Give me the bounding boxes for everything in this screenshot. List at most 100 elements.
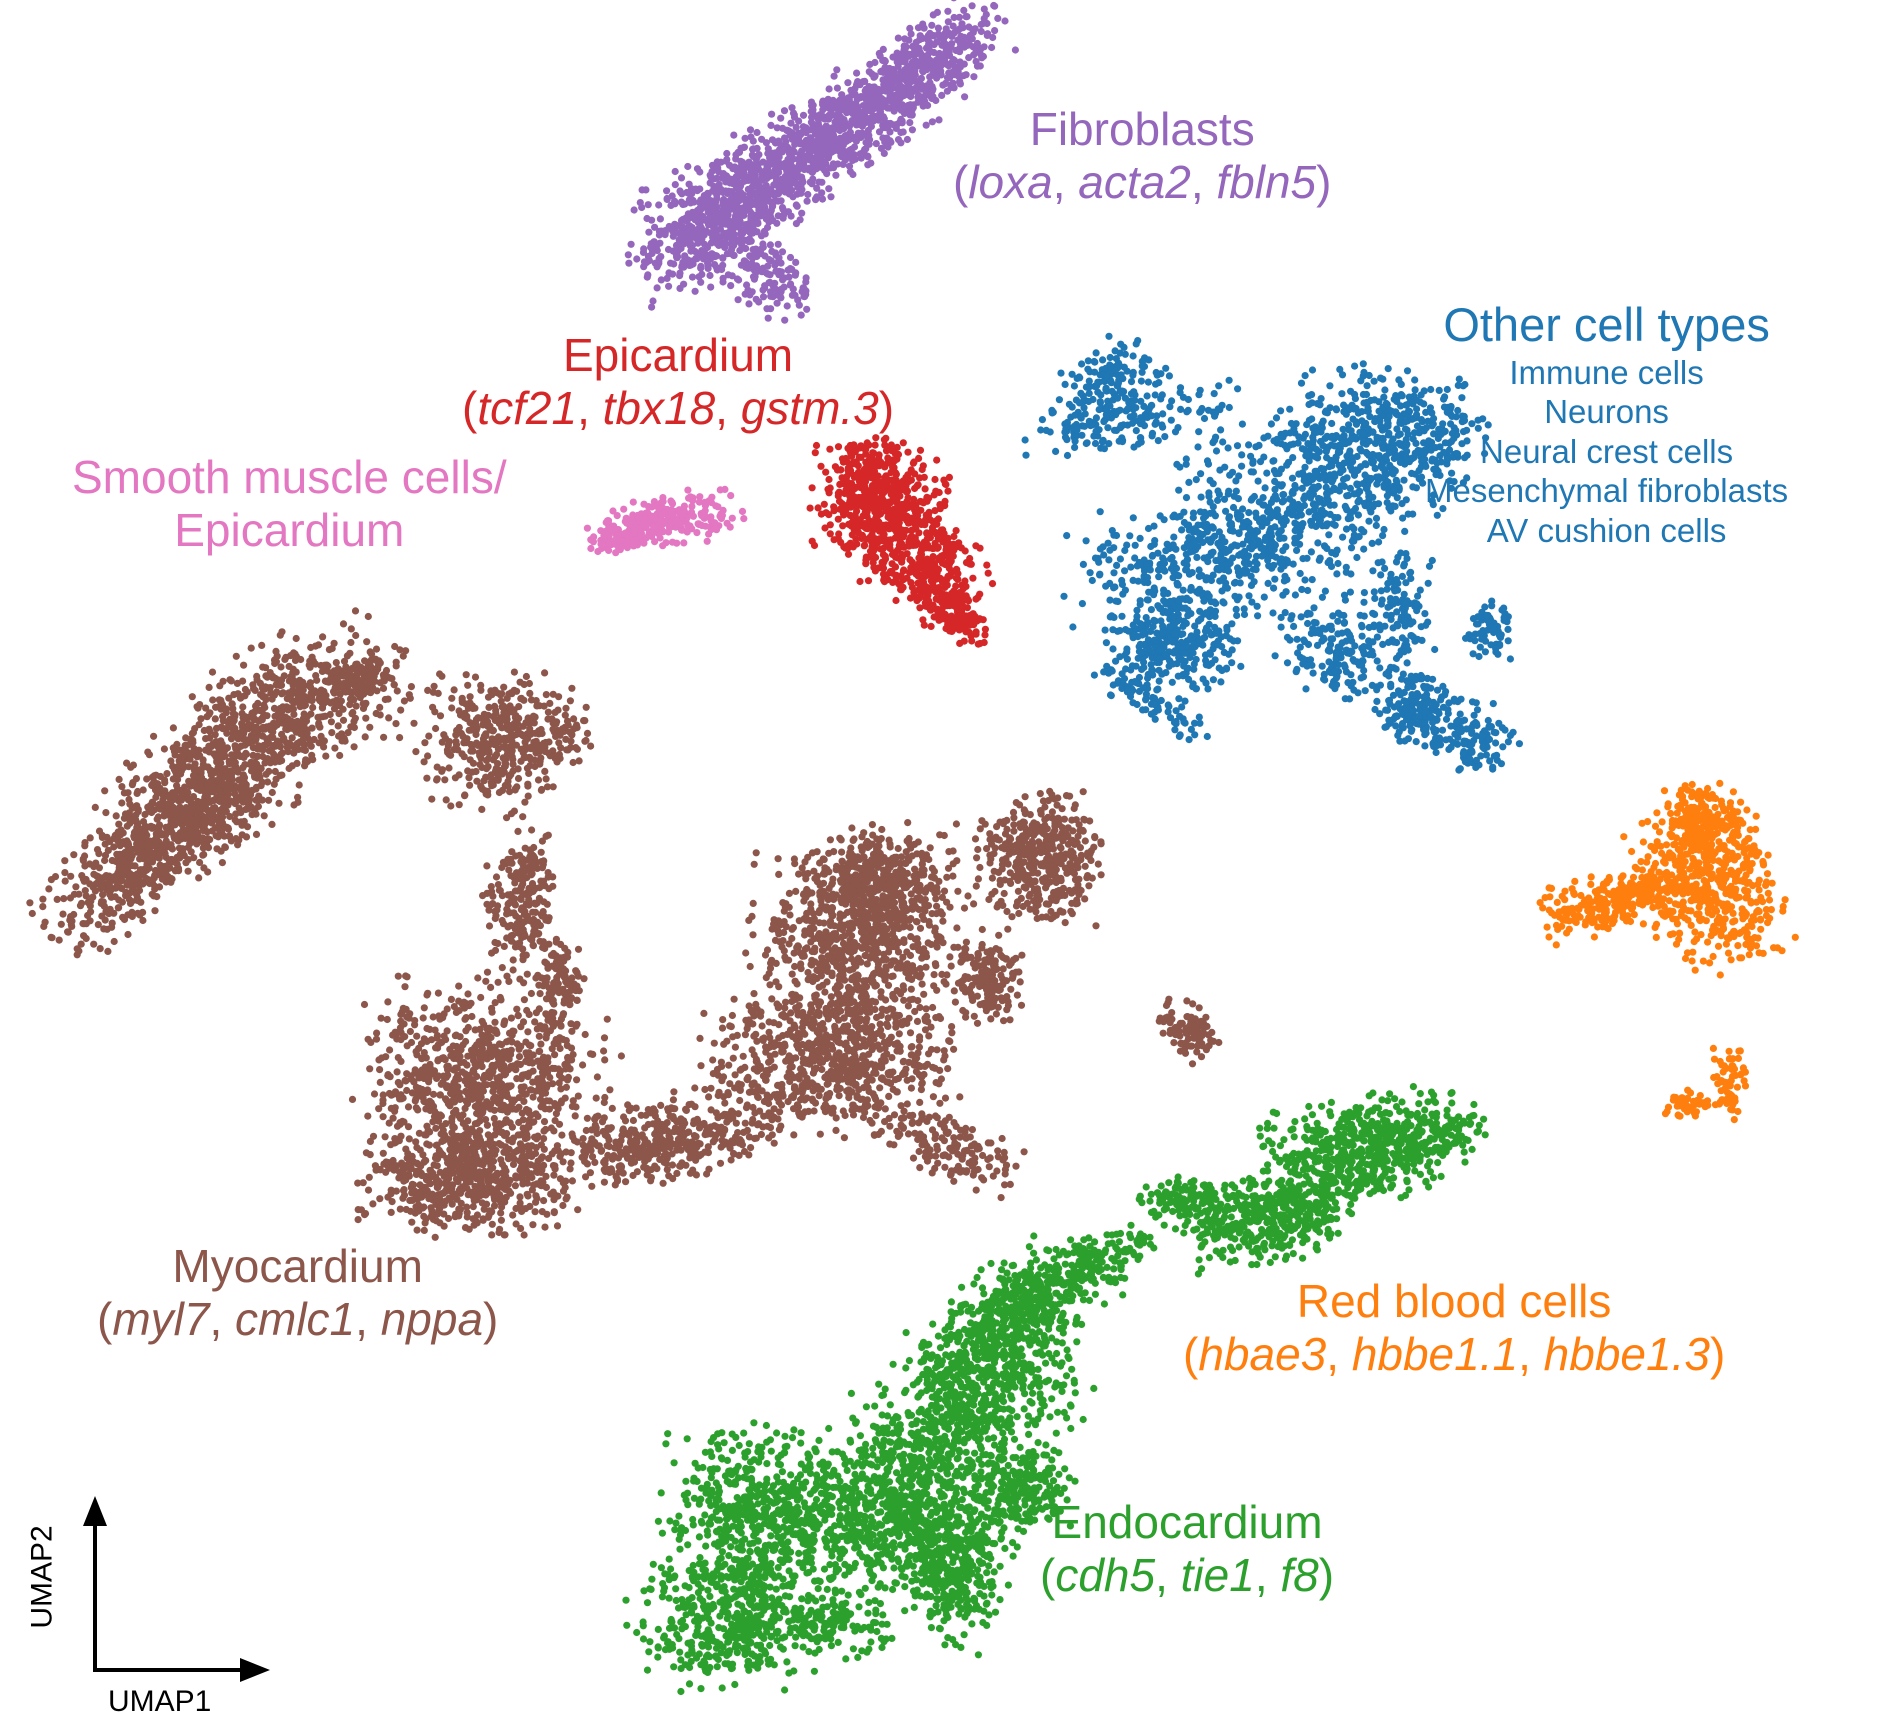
cell-point (518, 866, 526, 874)
cell-point (61, 877, 69, 885)
cell-point (258, 684, 266, 692)
cell-point (73, 945, 81, 953)
cell-point (474, 974, 482, 982)
cell-point (340, 734, 348, 743)
cell-point (242, 783, 250, 791)
cell-point (582, 1150, 590, 1158)
cell-point (212, 738, 220, 746)
cell-point (545, 1154, 553, 1163)
cell-point (882, 955, 891, 964)
cell-point (732, 1119, 740, 1127)
cell-point (423, 1140, 431, 1148)
cell-point (587, 742, 595, 750)
cell-point (90, 863, 98, 871)
cell-point (252, 735, 260, 743)
cell-point (135, 886, 144, 895)
cell-point (352, 631, 360, 640)
cell-point (423, 1187, 431, 1195)
cell-point (933, 986, 941, 994)
cell-point (520, 1083, 528, 1091)
cell-point (500, 716, 509, 724)
cell-point (438, 767, 446, 775)
cell-point (236, 783, 244, 791)
cell-point (524, 1028, 532, 1036)
cell-point (524, 1192, 532, 1200)
cell-point (421, 1219, 429, 1227)
cell-point (499, 858, 507, 866)
cell-point (472, 716, 480, 724)
cell-point (447, 1145, 455, 1153)
cell-point (542, 1010, 550, 1018)
cell-point (652, 1147, 660, 1155)
cell-point (475, 1133, 483, 1141)
cell-point (485, 1103, 493, 1112)
cell-point (461, 791, 469, 799)
cell-point (219, 712, 227, 721)
cell-point (357, 690, 365, 698)
cell-point (478, 1199, 486, 1207)
cell-point (124, 890, 132, 899)
cell-point (309, 756, 317, 764)
cell-point (482, 1156, 490, 1164)
cell-point (408, 1152, 416, 1160)
cell-point (357, 1206, 365, 1214)
cell-point (455, 771, 463, 779)
cell-point (397, 706, 405, 714)
cell-point (260, 701, 268, 709)
cell-point (401, 1076, 409, 1085)
cell-point (383, 1015, 391, 1024)
cell-point (520, 996, 529, 1004)
cell-point (517, 883, 526, 891)
cell-point (314, 641, 323, 649)
cell-point (110, 843, 118, 851)
cell-point (892, 943, 900, 951)
cell-point (98, 912, 106, 920)
cell-point (517, 745, 525, 753)
cell-point (717, 1143, 725, 1151)
cell-point (962, 938, 971, 946)
cell-point (214, 763, 222, 772)
cell-point (408, 1196, 416, 1204)
cell-point (81, 887, 89, 895)
cell-point (618, 1132, 626, 1140)
cell-point (345, 688, 353, 696)
cell-point (280, 672, 288, 680)
cell-point (294, 793, 302, 801)
cell-point (495, 1228, 503, 1237)
cell-point (413, 1032, 421, 1040)
cell-point (848, 932, 856, 940)
cell-point (159, 841, 167, 849)
cell-point (521, 1135, 530, 1143)
cell-point (220, 773, 229, 781)
cell-point (521, 798, 529, 806)
cell-point (491, 686, 499, 694)
cell-point (254, 752, 262, 760)
cell-point (497, 1195, 505, 1203)
cell-point (550, 963, 558, 971)
cell-point (423, 1086, 431, 1094)
cell-point (234, 766, 242, 774)
cell-point (364, 1035, 372, 1043)
cell-point (405, 1135, 413, 1143)
cell-point (531, 908, 540, 917)
cell-point (581, 1030, 589, 1039)
cell-point (540, 1145, 548, 1153)
cell-point (480, 1074, 488, 1082)
cell-point (376, 711, 384, 719)
cell-point (350, 743, 358, 751)
cell-point (505, 690, 513, 698)
cell-point (826, 954, 834, 963)
cell-point (541, 669, 549, 677)
cell-point (145, 864, 153, 872)
cell-point (498, 724, 506, 732)
cell-point (517, 694, 526, 703)
cell-point (566, 1165, 574, 1173)
cell-point (891, 957, 899, 965)
cell-point (539, 943, 547, 952)
cell-point (416, 1181, 424, 1189)
cell-point (449, 1122, 457, 1130)
cell-point (67, 872, 75, 880)
cell-point (947, 962, 955, 970)
cell-point (526, 717, 534, 725)
cell-point (550, 1196, 558, 1204)
